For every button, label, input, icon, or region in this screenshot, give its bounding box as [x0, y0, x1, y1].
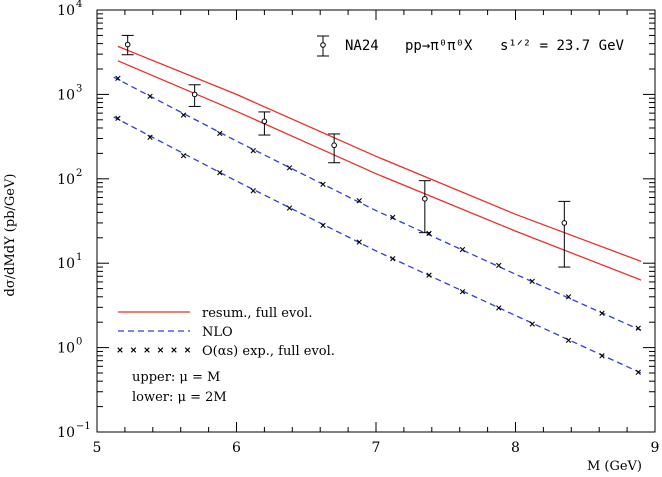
- data-marker: [422, 195, 428, 202]
- y-tick-exponent: 4: [76, 0, 82, 10]
- cross-marker: [459, 246, 466, 253]
- series-crosses-5: [115, 115, 641, 375]
- data-marker: [561, 220, 568, 226]
- cross-marker: [390, 256, 396, 262]
- cross-marker: [320, 222, 326, 229]
- cross-marker: [635, 325, 641, 331]
- legend-cross-marker: [184, 347, 191, 353]
- data-marker: [320, 42, 326, 48]
- cross-marker: [529, 278, 535, 285]
- cross-marker: [565, 294, 572, 300]
- x-tick-label: 6: [232, 440, 241, 456]
- cross-marker: [180, 152, 187, 159]
- annotation-energy: s¹ᐟ² = 23.7 GeV: [500, 38, 625, 54]
- cross-marker: [250, 188, 256, 194]
- y-tick-label: 10: [57, 256, 75, 272]
- annotation: NA24 pp→π⁰π⁰X s¹ᐟ² = 23.7 GeV: [345, 38, 625, 54]
- data-marker: [191, 91, 198, 98]
- legend-cross-marker: [171, 347, 177, 353]
- x-tick-label: 5: [93, 440, 102, 456]
- data-marker: [124, 41, 131, 48]
- legend-cross-marker: [144, 347, 150, 353]
- x-axis-label: M (GeV): [587, 459, 642, 474]
- cross-marker: [180, 112, 187, 118]
- legend-label-resum: resum., full evol.: [202, 306, 312, 321]
- cross-marker: [426, 230, 432, 237]
- cross-marker: [250, 148, 256, 154]
- cross-marker: [496, 305, 502, 311]
- cross-marker: [217, 130, 223, 137]
- legend-cross-marker: [117, 347, 123, 353]
- cross-marker: [147, 93, 153, 99]
- plot-frame: [96, 9, 656, 433]
- y-tick-label: 10: [57, 3, 75, 19]
- data-marker: [331, 142, 337, 149]
- cross-marker: [599, 353, 605, 359]
- cross-marker: [286, 165, 293, 171]
- x-tick-label: 8: [511, 440, 520, 456]
- cross-marker: [529, 321, 535, 327]
- y-tick-exponent: 2: [76, 168, 82, 179]
- data-point: [188, 84, 201, 107]
- cross-marker: [356, 198, 362, 204]
- cross-marker: [565, 337, 572, 344]
- legend-swatch-crosses: [117, 347, 191, 353]
- cross-marker: [217, 170, 223, 176]
- data-point: [258, 111, 271, 136]
- y-tick-exponent: −1: [76, 421, 91, 432]
- legend-cross-marker: [130, 347, 137, 353]
- series-crosses-4: [115, 75, 641, 331]
- x-tick-label: 9: [651, 440, 660, 456]
- series-line-solid-0: [117, 45, 642, 263]
- cross-marker: [635, 369, 641, 375]
- legend-label-crosses: O(αs) exp., full evol.: [202, 344, 335, 359]
- data-point: [558, 200, 571, 268]
- data-point: [418, 180, 431, 234]
- cross-marker: [356, 239, 362, 245]
- data-marker: [261, 118, 268, 125]
- cross-marker: [320, 181, 326, 188]
- y-tick-label: 10: [57, 341, 75, 357]
- series-line-dashed-2: [113, 76, 642, 331]
- y-tick-exponent: 1: [76, 252, 82, 263]
- annotation-experiment: NA24: [345, 38, 379, 54]
- y-tick-exponent: 3: [76, 83, 82, 94]
- cross-marker: [459, 288, 466, 295]
- y-tick-label: 10: [57, 172, 75, 188]
- cross-marker: [286, 205, 293, 211]
- cross-marker: [599, 310, 605, 316]
- series-line-dashed-3: [113, 116, 642, 374]
- y-tick-label: 10: [57, 425, 75, 441]
- y-tick-exponent: 0: [76, 337, 82, 348]
- cross-marker: [496, 262, 502, 269]
- legend: resum., full evol. NLO O(αs) exp., full …: [117, 306, 335, 405]
- x-tick-label: 7: [372, 440, 381, 456]
- cross-marker: [390, 214, 396, 220]
- cross-marker: [115, 115, 121, 122]
- y-tick-label: 10: [57, 87, 75, 103]
- data-point: [328, 133, 341, 164]
- legend-cross-marker: [157, 347, 164, 353]
- legend-note-upper: upper: μ = M: [132, 370, 220, 385]
- y-axis-label: dσ/dMdY (pb/GeV): [3, 174, 18, 297]
- cross-marker: [426, 272, 432, 278]
- legend-note-lower: lower: μ = 2M: [132, 390, 227, 405]
- data-point: [121, 34, 134, 56]
- legend-label-nlo: NLO: [202, 325, 233, 340]
- axes: [96, 9, 656, 433]
- data-points-layer: [121, 34, 571, 268]
- cross-marker: [115, 75, 121, 82]
- annotation-process: pp→π⁰π⁰X: [405, 38, 473, 54]
- cross-marker: [147, 134, 153, 141]
- annotation-marker: [317, 35, 329, 57]
